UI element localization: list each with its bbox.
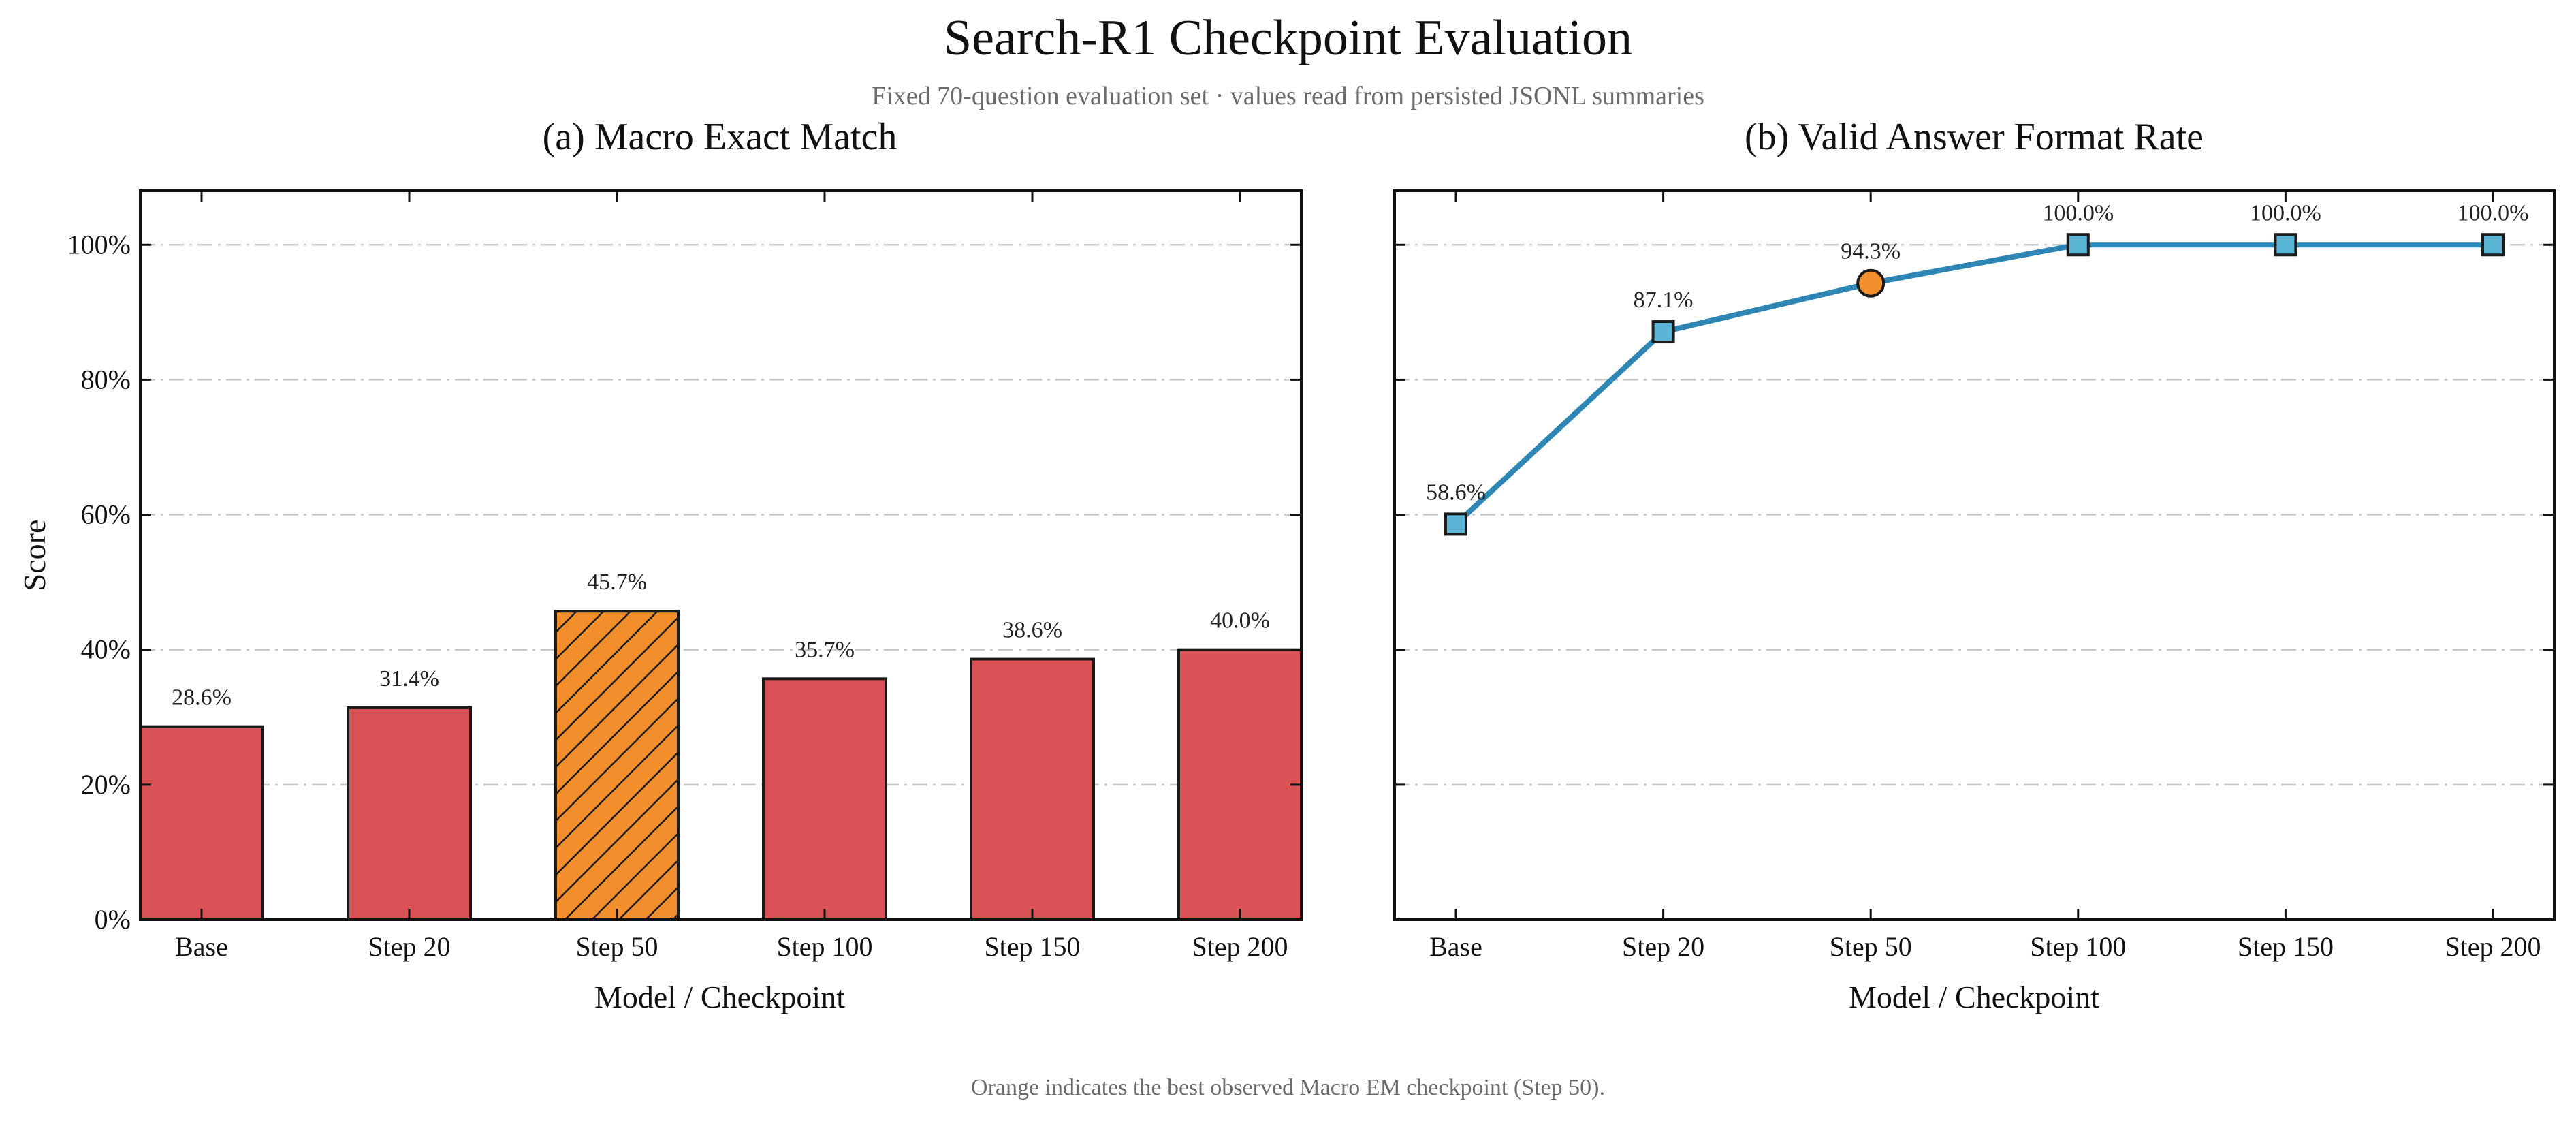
panel-a-title: (a) Macro Exact Match	[543, 116, 897, 158]
y-tick-label: 0%	[95, 904, 131, 935]
y-axis-label: Score	[17, 520, 52, 591]
plot-frame	[1393, 189, 2556, 921]
point-marker	[1444, 512, 1467, 536]
x-tick-label: Step 200	[2445, 931, 2541, 962]
bar	[762, 677, 887, 921]
bar-value-label: 40.0%	[1210, 608, 1270, 634]
panel-a-xlabel: Model / Checkpoint	[594, 980, 845, 1014]
x-tick-label: Base	[175, 931, 228, 962]
point-value-label: 94.3%	[1841, 239, 1901, 264]
point-value-label: 58.6%	[1426, 480, 1486, 505]
bar-value-label: 38.6%	[1002, 618, 1062, 643]
bar	[970, 657, 1095, 922]
x-tick-label: Step 50	[575, 931, 658, 962]
x-tick-label: Step 20	[368, 931, 450, 962]
x-tick-label: Step 100	[2030, 931, 2126, 962]
panel-macro-exact-match: (a) Macro Exact Match 28.6% 31.4% 45.7% 35.…	[17, 116, 1303, 1014]
point-marker	[2274, 233, 2297, 257]
panel-b-value-labels: 58.6% 87.1% 94.3% 100.0% 100.0% 100.0%	[1426, 200, 2528, 505]
figure-footnote: Orange indicates the best observed Macro…	[971, 1075, 1605, 1100]
y-tick-label: 100%	[67, 229, 131, 260]
x-tick-label: Base	[1429, 931, 1482, 962]
bar-highlight	[554, 610, 680, 922]
panel-b-xlabel: Model / Checkpoint	[1849, 980, 2099, 1014]
figure-subtitle: Fixed 70-question evaluation set · value…	[872, 82, 1704, 110]
point-value-label: 87.1%	[1634, 287, 1694, 313]
x-tick-label: Step 100	[776, 931, 872, 962]
point-marker-highlight	[1856, 268, 1886, 298]
bar	[139, 725, 264, 922]
bar-value-label: 28.6%	[172, 685, 232, 711]
x-tick-label: Step 200	[1192, 931, 1288, 962]
panel-b-series	[1444, 233, 2505, 536]
x-tick-label: Step 150	[2238, 931, 2334, 962]
point-value-label: 100.0%	[2250, 200, 2321, 225]
panel-b-grid	[1395, 244, 2554, 786]
figure-title: Search-R1 Checkpoint Evaluation	[943, 10, 1633, 66]
bar	[347, 706, 472, 921]
y-tick-label: 80%	[81, 364, 131, 394]
y-tick-label: 20%	[81, 769, 131, 800]
panel-a-axes: 0% 20% 40% 60% 80% 100% Base Step 20 Step 50 Step…	[67, 189, 1303, 962]
point-marker	[2066, 233, 2090, 257]
series-line	[1454, 242, 2493, 527]
y-tick-label: 40%	[81, 634, 131, 665]
bar	[1177, 648, 1303, 921]
bar-value-label: 35.7%	[795, 637, 855, 662]
panel-b-axes: Base Step 20 Step 50 Step 100 Step 150 Step 2…	[1393, 189, 2556, 962]
panel-b-title: (b) Valid Answer Format Rate	[1745, 116, 2204, 158]
point-value-label: 100.0%	[2458, 200, 2529, 225]
x-tick-label: Step 150	[984, 931, 1080, 962]
point-value-label: 100.0%	[2042, 200, 2114, 225]
bar-value-label: 45.7%	[587, 570, 647, 595]
plot-frame	[139, 189, 1303, 921]
panel-a-grid	[140, 244, 1301, 786]
panel-a-bars	[139, 610, 1303, 922]
y-tick-label: 60%	[81, 499, 131, 530]
point-marker	[1651, 320, 1675, 344]
panel-valid-answer-format-rate: (b) Valid Answer Format Rate 58.6% 87.1% 9…	[1393, 116, 2556, 1014]
panel-a-value-labels: 28.6% 31.4% 45.7% 35.7% 38.6% 40.0%	[172, 570, 1270, 710]
bar-value-label: 31.4%	[379, 666, 439, 691]
x-tick-label: Step 20	[1622, 931, 1704, 962]
x-tick-label: Step 50	[1830, 931, 1912, 962]
point-marker	[2481, 233, 2505, 257]
